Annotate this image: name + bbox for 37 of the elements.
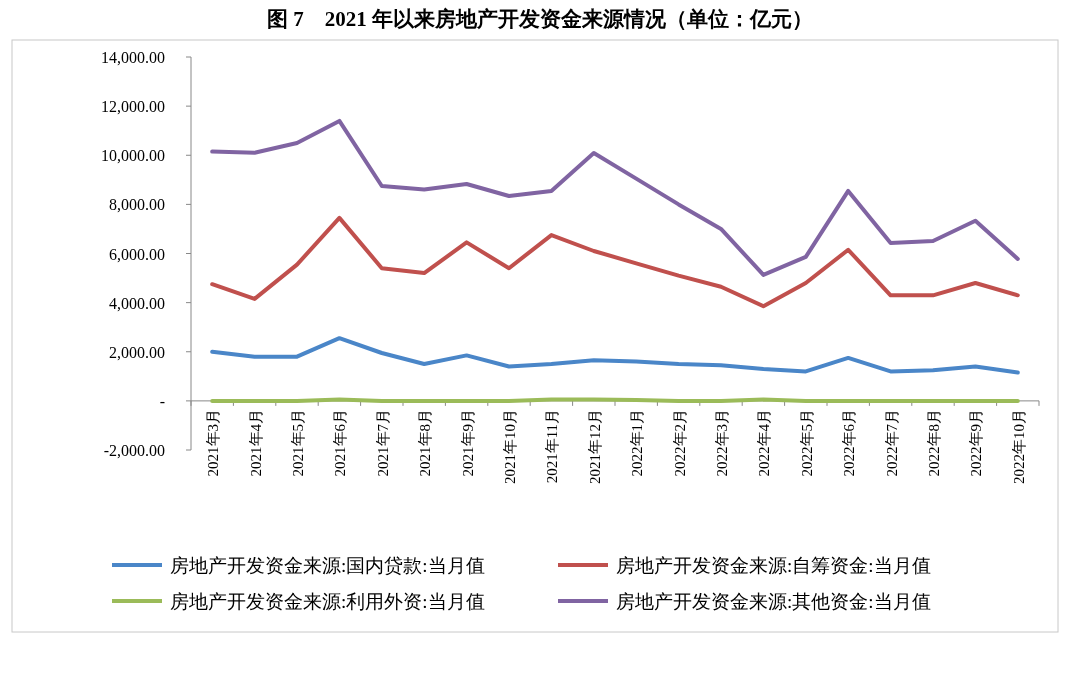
x-tick-label: 2022年3月 <box>714 408 730 477</box>
y-tick-label: 10,000.00 <box>101 147 165 165</box>
line-series <box>210 118 1020 277</box>
y-tick-label: 14,000.00 <box>101 49 165 66</box>
line-series <box>210 336 1020 375</box>
x-tick-label: 2022年9月 <box>968 408 985 477</box>
x-tick-label: 2022年6月 <box>841 408 858 477</box>
x-tick-label: 2021年7月 <box>374 408 391 477</box>
y-tick-label: 6,000.00 <box>109 245 165 263</box>
chart-title: 图 7 2021 年以来房地产开发资金来源情况（单位：亿元） <box>267 7 813 31</box>
x-tick-label: 2022年2月 <box>671 408 688 477</box>
y-tick-label: 4,000.00 <box>109 294 165 312</box>
y-tick-label: 12,000.00 <box>101 98 165 116</box>
x-tick-label: 2021年11月 <box>544 408 561 484</box>
legend-label: 房地产开发资金来源:国内贷款:当月值 <box>170 555 485 576</box>
x-tick-label: 2021年4月 <box>247 408 264 477</box>
x-tick-label: 2021年6月 <box>332 408 349 477</box>
x-tick-label: 2022年4月 <box>756 408 773 477</box>
x-tick-label: 2021年9月 <box>459 408 476 477</box>
legend-label: 房地产开发资金来源:自筹资金:当月值 <box>616 555 931 576</box>
line-series <box>210 215 1020 309</box>
x-tick-label: 2021年3月 <box>205 408 222 477</box>
y-tick-label: - <box>159 392 165 410</box>
x-tick-label: 2022年8月 <box>926 408 942 477</box>
x-tick-label: 2022年5月 <box>798 408 815 477</box>
x-tick-label: 2022年10月 <box>1010 408 1027 484</box>
legend-label: 房地产开发资金来源:利用外资:当月值 <box>170 591 485 612</box>
legend-label: 房地产开发资金来源:其他资金:当月值 <box>616 591 931 612</box>
y-tick-label: -2,000.00 <box>103 442 165 459</box>
y-tick-label: 8,000.00 <box>109 196 165 214</box>
x-tick-label: 2021年10月 <box>502 408 518 484</box>
x-tick-label: 2021年12月 <box>586 408 603 484</box>
x-tick-label: 2021年8月 <box>417 408 434 477</box>
x-tick-label: 2021年5月 <box>290 408 306 477</box>
y-tick-label: 2,000.00 <box>109 343 165 361</box>
x-tick-label: 2022年1月 <box>629 408 646 477</box>
x-tick-label: 2022年7月 <box>883 408 900 477</box>
